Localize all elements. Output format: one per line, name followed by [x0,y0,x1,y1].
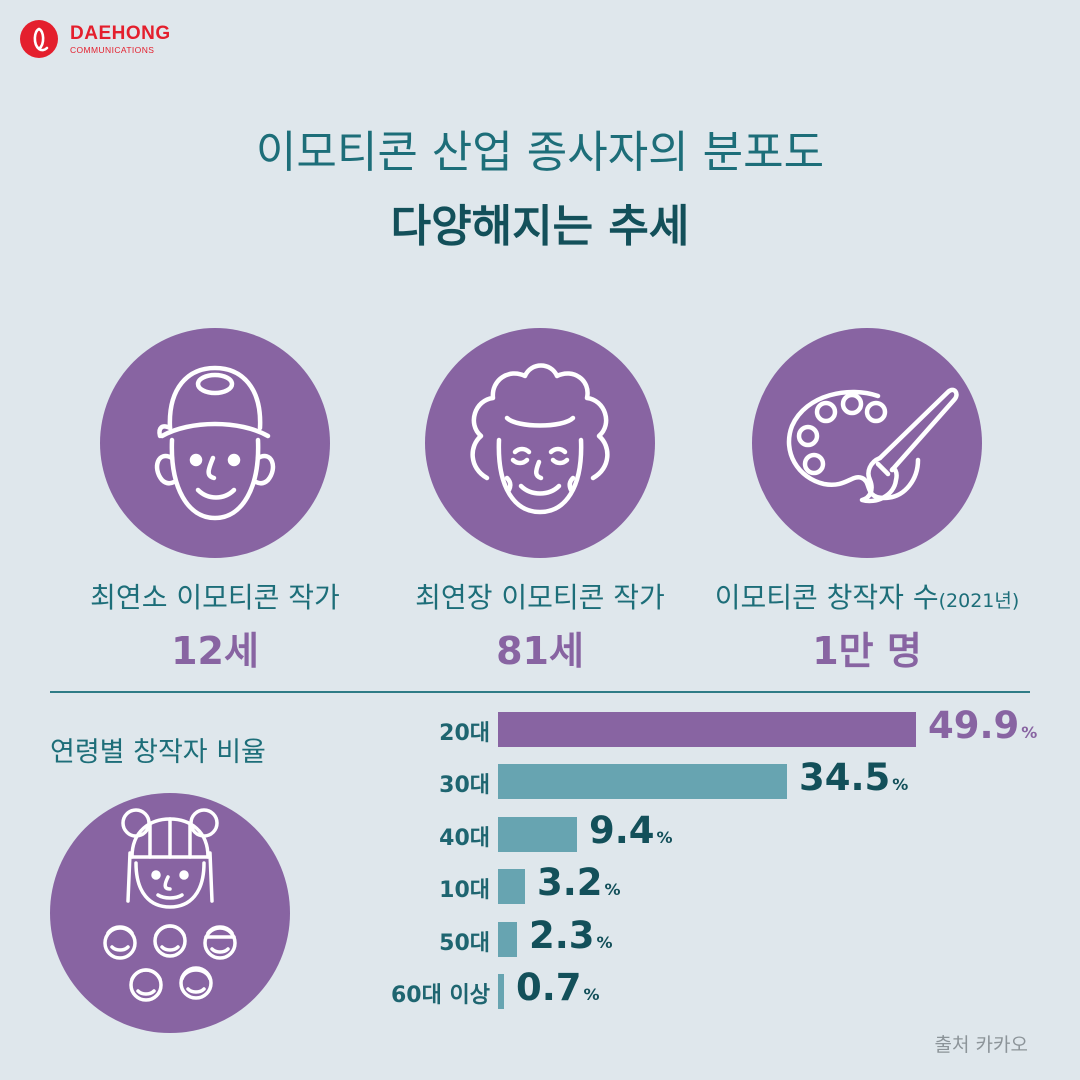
value-label: 9.4% [589,808,673,852]
boy-with-cap-icon [100,328,330,558]
source-note: 출처 카카오 [934,1034,1028,1056]
category-label: 50대 [439,930,490,956]
stat-label: 최연소 이모티콘 작가 [90,581,340,614]
bar [498,816,577,852]
stat-value: 1만 명 [812,629,922,673]
stat-creators: 이모티콘 창작자 수(2021년) 1만 명 [702,328,1032,675]
stat-oldest: 최연장 이모티콘 작가 81세 [375,328,705,675]
page-subtitle: 다양해지는 추세 [390,201,690,252]
brand-mark-icon [20,20,58,58]
value-label: 0.7% [516,966,600,1009]
bar [498,712,916,747]
brand-name: DAEHONG [70,23,171,44]
category-label: 40대 [439,825,490,851]
palette-brush-icon [752,328,982,558]
bar [498,764,787,800]
section-divider [50,691,1030,693]
value-label: 49.9% [928,704,1038,747]
creators-group-icon [50,793,290,1033]
category-label: 20대 [439,721,490,746]
age-ratio-chart: 20대 49.9% 30대 34.5% 40대 9.4% 10대 3.2% 50대 2.3% 60대… [330,704,1050,1042]
bar [498,974,504,1009]
stat-label: 이모티콘 창작자 수(2021년) [714,581,1020,614]
page-title: 이모티콘 산업 종사자의 분포도 [255,127,825,178]
brand-logo: DAEHONG COMMUNICATIONS [20,20,200,60]
bar [498,869,525,905]
bar [498,921,517,957]
age-section-title: 연령별 창작자 비율 [50,737,266,768]
value-label: 2.3% [529,913,613,957]
value-label: 34.5% [799,756,909,800]
stat-value: 12세 [171,629,259,673]
stat-value: 81세 [496,629,584,673]
brand-subname: COMMUNICATIONS [70,45,155,55]
stat-label: 최연장 이모티콘 작가 [415,581,665,614]
category-label: 30대 [439,773,490,799]
grandmother-icon [425,328,655,558]
value-label: 3.2% [537,861,621,905]
stat-youngest: 최연소 이모티콘 작가 12세 [50,328,380,675]
category-label: 10대 [439,878,490,904]
category-label: 60대 이상 [391,983,490,1008]
